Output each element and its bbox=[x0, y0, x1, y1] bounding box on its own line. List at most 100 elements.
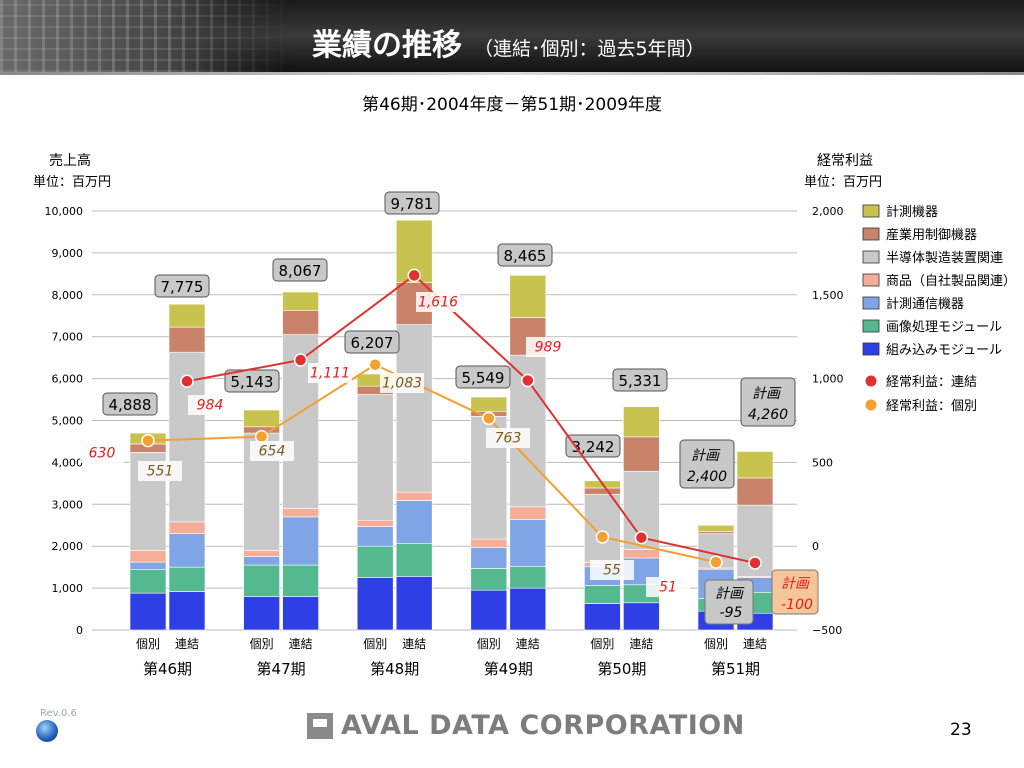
individual-profit-label-bg bbox=[380, 373, 424, 393]
logo-mark-icon bbox=[307, 712, 333, 739]
legend-swatch bbox=[862, 319, 880, 333]
individual-profit-label: 551 bbox=[147, 464, 174, 480]
consolidated-total-label-box bbox=[154, 274, 210, 298]
legend-label: 計測機器 bbox=[886, 204, 938, 220]
right-tick-label: 2,000 bbox=[812, 205, 844, 218]
plan-individual-label: 計画 bbox=[691, 448, 721, 464]
bar-segment-consolidated bbox=[395, 576, 433, 631]
bar-segment-consolidated bbox=[168, 566, 206, 592]
plan-consolidated-value: 4,260 bbox=[748, 407, 788, 423]
bar-segment-consolidated bbox=[282, 596, 319, 631]
header-divider bbox=[0, 72, 1024, 75]
consolidated-total-label: 5,331 bbox=[619, 372, 662, 390]
bar-segment-individual bbox=[356, 394, 394, 521]
profit-point-consolidated bbox=[521, 373, 535, 388]
individual-total-label: 6,207 bbox=[351, 334, 394, 352]
consolidated-profit-label: 51 bbox=[659, 580, 677, 596]
bar-segment-individual bbox=[129, 592, 167, 631]
individual-total-label-box bbox=[344, 330, 400, 354]
legend-marker bbox=[864, 374, 878, 388]
right-tick-label: 1,000 bbox=[812, 373, 844, 386]
consolidated-total-label: 8,067 bbox=[279, 262, 322, 280]
title-note: （連結･個別：過去5年間） bbox=[474, 38, 705, 60]
legend-swatch bbox=[862, 273, 880, 287]
left-axis-unit: 単位：百万円 bbox=[33, 174, 111, 190]
bar-segment-individual bbox=[356, 577, 394, 631]
slide-title: 業績の推移 （連結･個別：過去5年間） bbox=[312, 20, 705, 64]
circuit-board-image bbox=[0, 0, 290, 72]
individual-profit-label-bg bbox=[590, 560, 634, 580]
consolidated-total-label: 8,465 bbox=[504, 247, 547, 265]
legend-swatch bbox=[862, 227, 880, 241]
profit-point-individual bbox=[482, 411, 496, 426]
profit-point-consolidated bbox=[634, 530, 649, 545]
individual-profit-label: 654 bbox=[259, 444, 286, 460]
bar-segment-consolidated bbox=[509, 566, 547, 589]
bar-segment-individual bbox=[243, 409, 280, 428]
period-label: 第47期 bbox=[257, 660, 306, 678]
bar-segment-individual bbox=[470, 589, 508, 631]
bar-segment-consolidated bbox=[282, 291, 319, 311]
profit-point-individual bbox=[709, 555, 723, 569]
legend-label: 産業用制御機器 bbox=[886, 227, 977, 243]
bar-segment-consolidated bbox=[282, 564, 319, 597]
profit-point-consolidated bbox=[180, 374, 194, 389]
globe-icon bbox=[36, 720, 58, 742]
bar-segment-individual bbox=[356, 526, 394, 547]
bar-segment-individual bbox=[243, 550, 280, 557]
consolidated-total-label-box bbox=[384, 191, 440, 215]
stray-profit-label: 630 bbox=[89, 446, 116, 462]
legend-label: 半導体製造装置関連 bbox=[886, 251, 1003, 266]
bar-label-consolidated: 連結 bbox=[516, 637, 540, 651]
legend-swatch bbox=[862, 204, 880, 218]
bar-segment-consolidated bbox=[623, 549, 660, 559]
bar-segment-individual bbox=[584, 585, 621, 604]
bar-segment-individual bbox=[470, 547, 508, 569]
legend-swatch bbox=[862, 250, 880, 264]
right-tick-label: −500 bbox=[812, 624, 842, 637]
consolidated-profit-label-bg bbox=[416, 292, 460, 312]
bar-segment-individual bbox=[129, 569, 167, 594]
legend-label: 組み込みモジュール bbox=[886, 343, 1002, 358]
consolidated-total-label-box bbox=[272, 258, 328, 282]
legend-label: 計測通信機器 bbox=[886, 296, 964, 312]
bar-label-consolidated: 連結 bbox=[629, 637, 653, 651]
bar-segment-individual bbox=[356, 519, 394, 527]
period-label: 第50期 bbox=[597, 660, 646, 678]
bar-segment-consolidated bbox=[395, 324, 433, 493]
bar-segment-consolidated bbox=[509, 275, 547, 318]
plan-profit-individual-value: -95 bbox=[720, 605, 743, 621]
period-label: 第51期 bbox=[711, 660, 760, 678]
bar-label-consolidated: 連結 bbox=[289, 637, 313, 651]
bar-segment-consolidated bbox=[623, 436, 660, 472]
profit-point-individual bbox=[595, 530, 610, 544]
individual-profit-label: 55 bbox=[603, 563, 621, 579]
profit-point-consolidated bbox=[748, 556, 762, 570]
bar-label-individual: 個別 bbox=[704, 637, 728, 651]
legend-label: 商品（自社製品関連） bbox=[886, 273, 1016, 289]
profit-line-individual bbox=[147, 363, 717, 564]
profit-point-individual bbox=[368, 357, 382, 372]
bar-segment-consolidated bbox=[509, 519, 547, 567]
profit-point-consolidated bbox=[407, 268, 421, 283]
left-tick-label: 6,000 bbox=[52, 373, 84, 386]
bar-segment-consolidated bbox=[282, 508, 319, 518]
bar-label-individual: 個別 bbox=[363, 637, 387, 651]
company-name: AVAL DATA CORPORATION bbox=[341, 710, 745, 741]
bar-label-individual: 個別 bbox=[477, 637, 501, 651]
left-tick-label: 0 bbox=[76, 624, 83, 637]
legend-line-label: 経常利益：個別 bbox=[886, 399, 977, 414]
bar-label-consolidated: 連結 bbox=[402, 637, 426, 651]
consolidated-total-label-box bbox=[612, 368, 668, 392]
page-number: 23 bbox=[950, 720, 972, 740]
bar-segment-individual bbox=[470, 538, 508, 548]
bar-segment-individual bbox=[470, 568, 508, 591]
legend-marker bbox=[864, 398, 878, 412]
bar-segment-consolidated bbox=[168, 326, 206, 353]
consolidated-total-label: 7,775 bbox=[161, 278, 204, 296]
bar-segment-individual bbox=[129, 561, 167, 570]
consolidated-profit-label: 1,616 bbox=[418, 295, 458, 311]
bar-segment-consolidated bbox=[282, 310, 319, 335]
plan-individual-box bbox=[679, 439, 735, 489]
